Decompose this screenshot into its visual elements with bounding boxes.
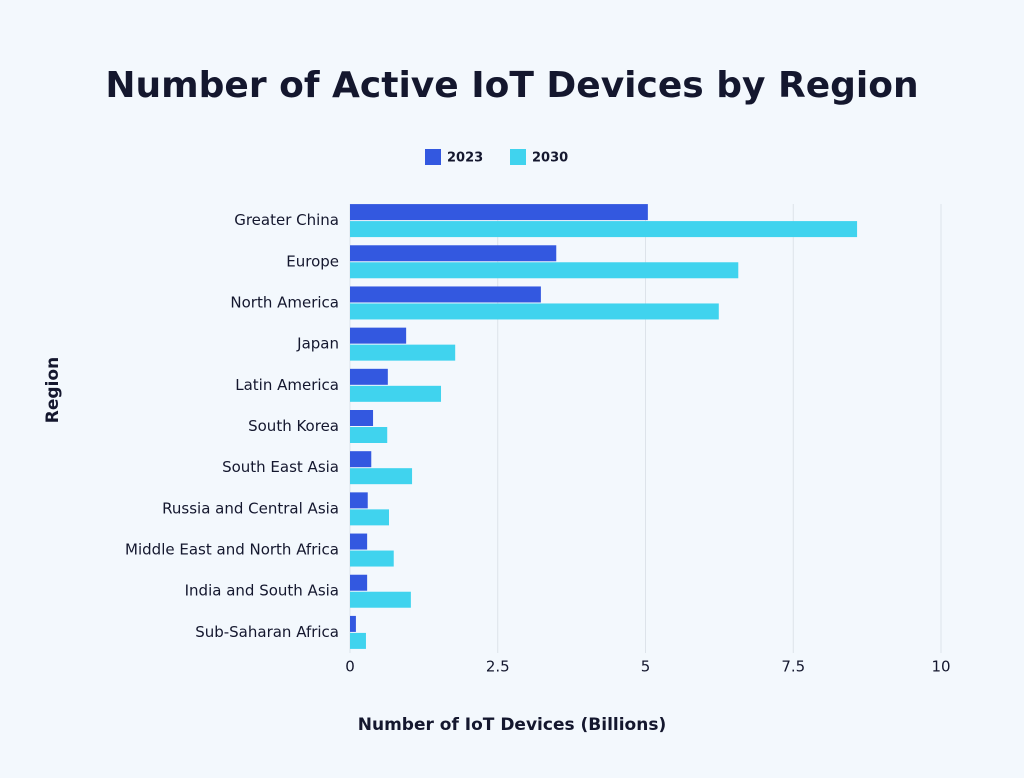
- bar: [350, 385, 442, 402]
- y-tick-label: Sub-Saharan Africa: [195, 623, 339, 641]
- bar: [350, 509, 390, 526]
- y-tick-label: Russia and Central Asia: [162, 499, 339, 517]
- bar: [350, 632, 366, 649]
- legend-swatch: [425, 149, 441, 165]
- y-tick-label: Latin America: [235, 376, 339, 394]
- bar: [350, 221, 858, 238]
- y-tick-label: Europe: [286, 252, 339, 270]
- chart-title: Number of Active IoT Devices by Region: [105, 65, 918, 106]
- x-axis-title: Number of IoT Devices (Billions): [358, 715, 666, 735]
- bar: [350, 615, 356, 632]
- y-tick-label: India and South Asia: [185, 582, 339, 600]
- bar: [350, 286, 541, 303]
- bar: [350, 344, 456, 361]
- bar: [350, 204, 648, 221]
- bar: [350, 550, 394, 567]
- x-tick-label: 5: [641, 658, 651, 676]
- y-tick-label: Middle East and North Africa: [125, 541, 339, 559]
- y-tick-label: Japan: [296, 335, 339, 353]
- bar: [350, 533, 368, 550]
- x-tick-label: 10: [931, 658, 950, 676]
- bar: [350, 468, 413, 485]
- legend-swatch: [510, 149, 526, 165]
- bar: [350, 492, 368, 509]
- legend-label: 2023: [447, 151, 483, 166]
- bar: [350, 303, 719, 320]
- x-tick-label: 2.5: [486, 658, 510, 676]
- legend-label: 2030: [532, 151, 568, 166]
- bar: [350, 427, 388, 443]
- y-axis-title: Region: [43, 357, 63, 423]
- x-tick-label: 7.5: [781, 658, 805, 676]
- bar: [350, 451, 372, 468]
- bar: [350, 262, 739, 279]
- y-tick-label: North America: [230, 293, 339, 311]
- bar: [350, 327, 407, 344]
- bar: [350, 245, 557, 262]
- y-tick-label: South Korea: [248, 417, 339, 435]
- bar: [350, 591, 411, 608]
- bar: [350, 410, 374, 426]
- bar: [350, 368, 388, 385]
- x-tick-label: 0: [345, 658, 355, 676]
- y-tick-label: South East Asia: [222, 458, 339, 476]
- y-tick-label: Greater China: [234, 211, 339, 229]
- bar: [350, 574, 368, 591]
